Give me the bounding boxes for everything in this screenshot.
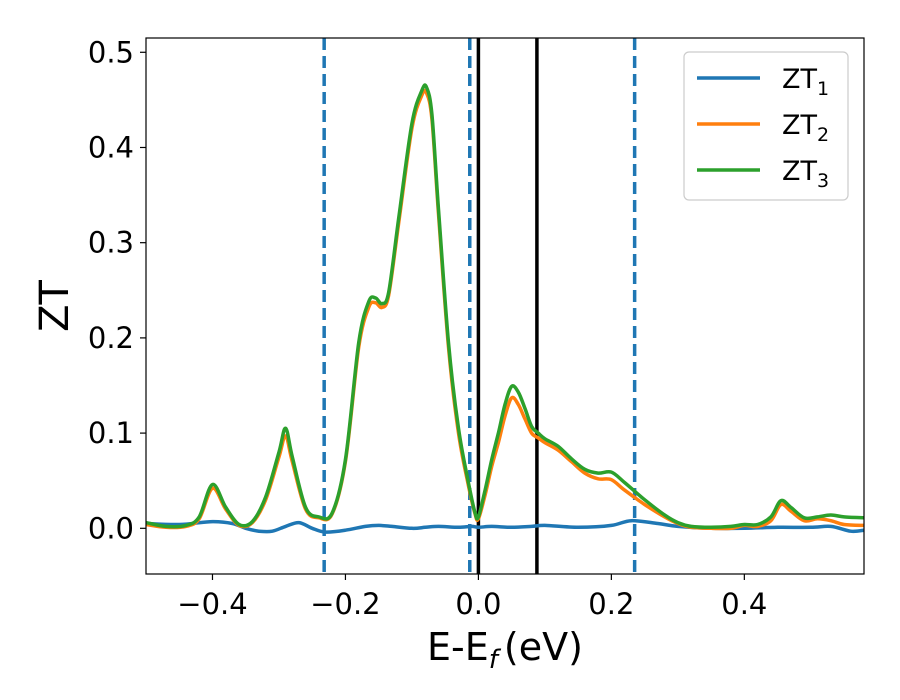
legend-label-zt1: ZT1 (782, 64, 829, 100)
x-axis-label: E-Ef (eV) (427, 625, 583, 675)
x-axis-label-subscript: f (489, 645, 502, 675)
x-tick-label: −0.4 (177, 587, 247, 621)
x-axis: −0.4 −0.2 0.0 0.2 0.4 (177, 574, 767, 621)
series-layer (146, 83, 864, 534)
x-tick-label: −0.2 (310, 587, 380, 621)
y-axis-label: ZT (32, 280, 78, 332)
y-tick-label: 0.2 (88, 321, 134, 355)
legend-label-zt3: ZT3 (782, 156, 829, 192)
series-line-zt3 (146, 83, 864, 530)
y-tick-label: 0.1 (88, 416, 134, 450)
y-tick-label: 0.3 (88, 226, 134, 260)
x-tick-label: 0.2 (588, 587, 634, 621)
legend-box (683, 51, 849, 201)
x-tick-label: 0.0 (455, 587, 501, 621)
y-axis: 0.0 0.1 0.2 0.3 0.4 0.5 (88, 35, 146, 545)
legend-label-zt2: ZT2 (782, 110, 829, 146)
vertical-lines (322, 38, 637, 574)
plot-frame (145, 37, 865, 575)
x-tick-label: 0.4 (721, 587, 767, 621)
y-tick-label: 0.0 (88, 511, 134, 545)
y-tick-label: 0.5 (88, 35, 134, 69)
legend: ZT1 ZT2 ZT3 (683, 51, 849, 201)
y-tick-label: 0.4 (88, 130, 134, 164)
